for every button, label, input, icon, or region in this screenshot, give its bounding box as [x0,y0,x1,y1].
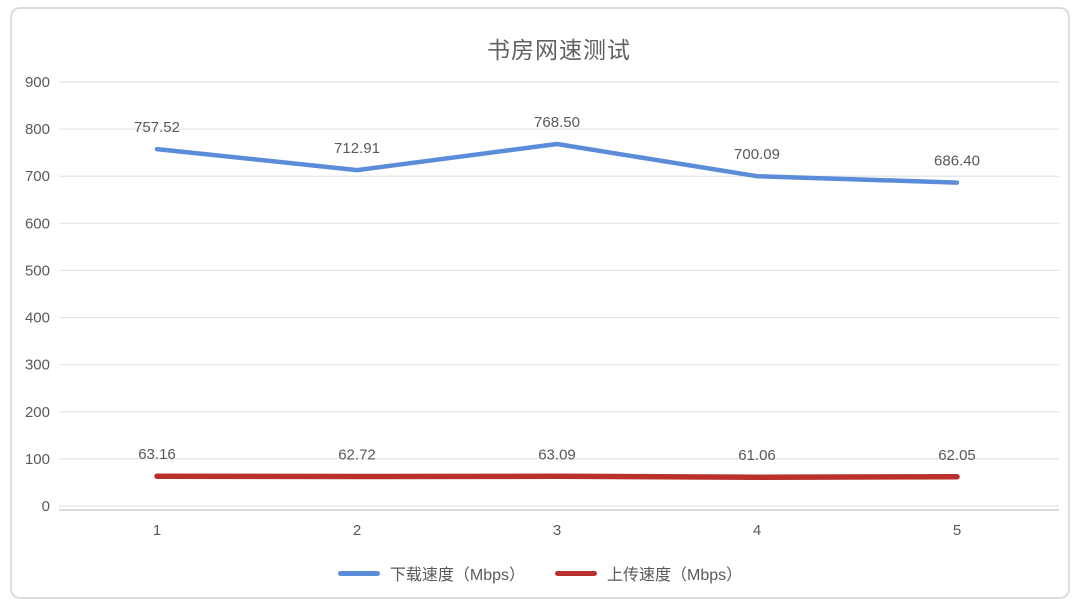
data-label-upload-speed: 61.06 [738,447,776,464]
y-axis-tick-label: 700 [25,168,50,185]
series-line-download-speed[interactable] [154,141,960,185]
y-axis-tick-label: 200 [25,404,50,421]
y-axis-tick-label: 800 [25,121,50,138]
y-axis-tick-label: 900 [25,74,50,91]
y-axis-tick-label: 0 [42,498,50,515]
y-axis-tick-label: 100 [25,451,50,468]
x-axis-tick-label: 3 [553,522,561,539]
x-axis-tick-label: 5 [953,522,961,539]
chart-title: 书房网速测试 [487,37,631,63]
line-chart-plot: 0 100 200 300 400 500 600 700 800 900 1 2 3 4 5 757.52 7… [25,74,1059,539]
legend-marker-upload [555,570,597,576]
chart-frame: 书房网速测试 0 100 200 300 400 500 600 700 800 900 1 2 3 4 5… [10,7,1070,599]
legend-label-download: 下载速度（Mbps） [389,567,525,584]
legend-item-download[interactable]: 下载速度（Mbps） [337,561,525,585]
x-axis-tick-label: 1 [153,522,161,539]
y-axis-tick-label: 300 [25,357,50,374]
data-label-download-speed: 686.40 [934,153,980,170]
legend-marker-download [337,570,380,576]
legend-item-upload[interactable]: 上传速度（Mbps） [555,561,742,585]
legend-label-upload: 上传速度（Mbps） [607,567,743,584]
data-label-upload-speed: 63.09 [538,446,576,463]
x-axis-tick-label: 4 [753,522,761,539]
data-label-download-speed: 700.09 [734,146,780,163]
data-label-upload-speed: 62.05 [938,447,976,464]
y-axis-tick-label: 600 [25,215,50,232]
legend: 下载速度（Mbps） 上传速度（Mbps） [12,561,1068,585]
data-label-upload-speed: 62.72 [338,446,376,463]
data-label-download-speed: 768.50 [534,114,580,131]
data-label-download-speed: 757.52 [134,119,180,136]
series-line-upload-speed[interactable] [154,473,960,480]
x-axis-tick-label: 2 [353,522,361,539]
y-axis-tick-label: 400 [25,310,50,327]
data-label-upload-speed: 63.16 [138,446,176,463]
y-axis-tick-label: 500 [25,262,50,279]
data-label-download-speed: 712.91 [334,140,380,157]
